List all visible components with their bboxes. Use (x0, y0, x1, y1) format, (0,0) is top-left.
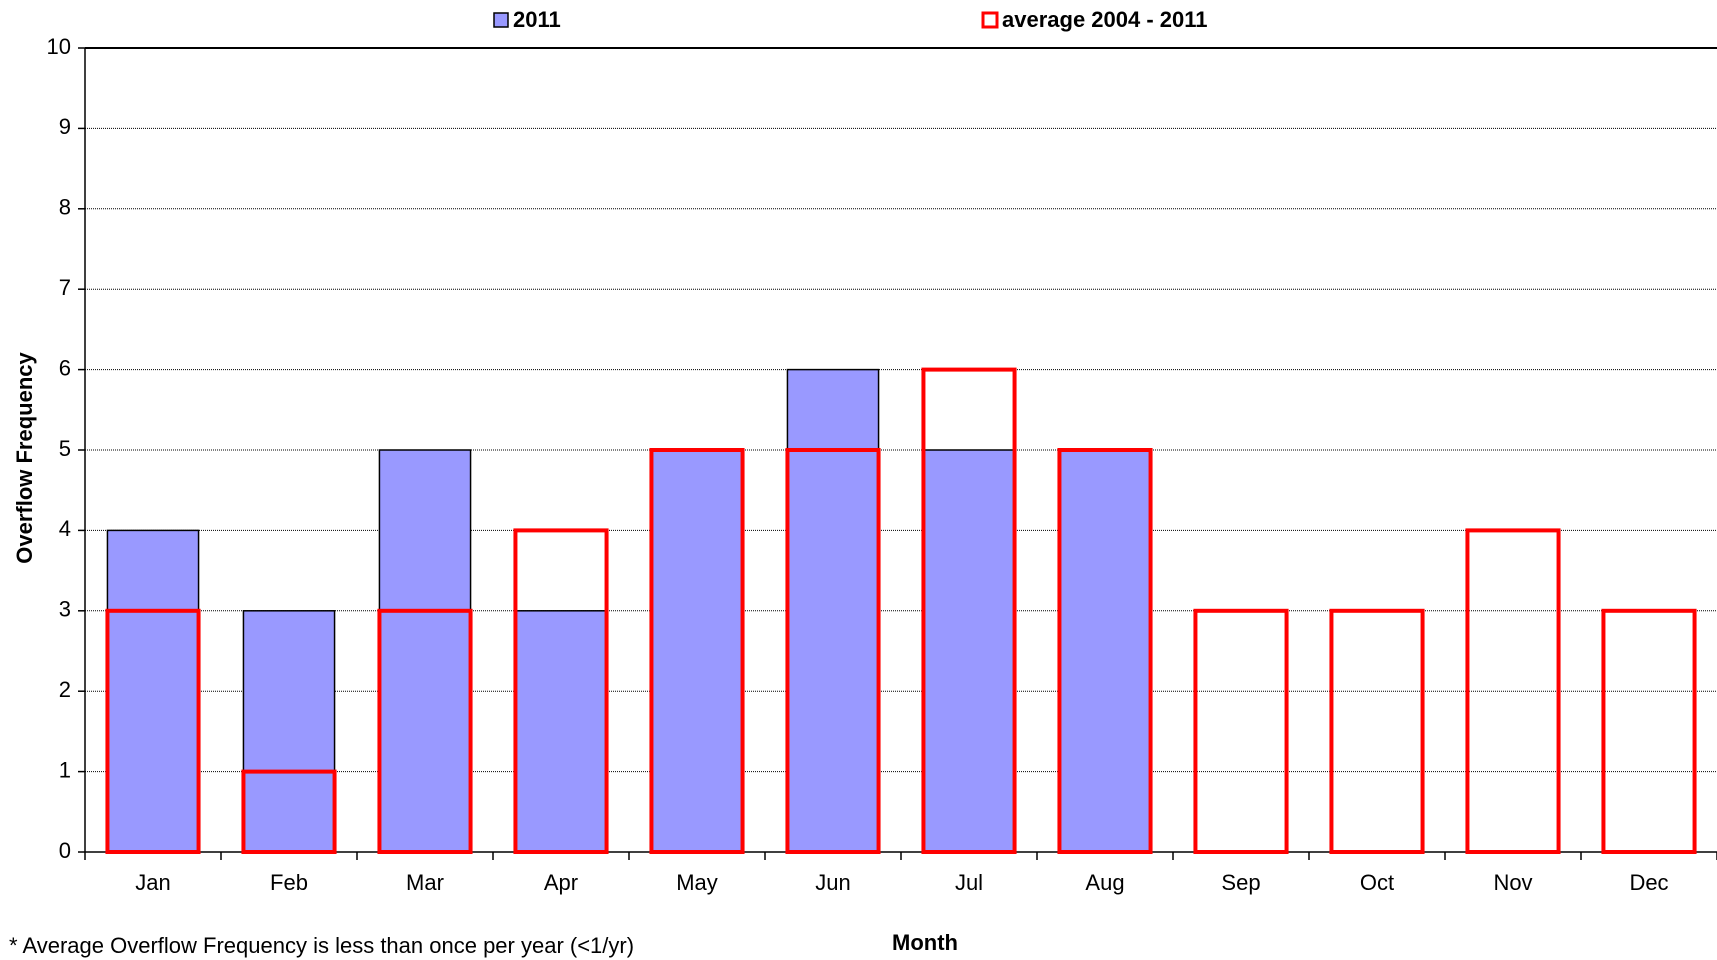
x-tick-label: Jul (955, 870, 983, 895)
y-tick-label: 2 (59, 677, 71, 702)
y-tick-label: 9 (59, 114, 71, 139)
bar (377, 608, 473, 854)
bar (785, 448, 881, 854)
x-tick-label: Nov (1493, 870, 1532, 895)
x-tick-label: Sep (1221, 870, 1260, 895)
footnote: * Average Overflow Frequency is less tha… (9, 933, 634, 958)
bar (106, 529, 200, 853)
y-tick-label: 8 (59, 195, 71, 220)
x-tick-label: Apr (544, 870, 578, 895)
legend-label: average 2004 - 2011 (1002, 7, 1208, 32)
bar (650, 449, 744, 853)
bar (1057, 448, 1153, 854)
x-tick-label: Aug (1085, 870, 1124, 895)
bar (786, 368, 880, 853)
bar (105, 608, 201, 854)
bar (1601, 608, 1697, 854)
x-tick-label: Mar (406, 870, 444, 895)
bar (1193, 608, 1289, 854)
bar (514, 610, 608, 853)
y-tick-label: 6 (59, 355, 71, 380)
x-tick-label: May (676, 870, 718, 895)
bar (378, 449, 472, 853)
y-tick-label: 0 (59, 838, 71, 863)
x-axis-title: Month (892, 930, 958, 955)
x-tick-label: Jan (135, 870, 170, 895)
legend-swatch (493, 12, 509, 28)
bar (242, 610, 336, 853)
bar (649, 448, 745, 854)
bar (921, 367, 1017, 854)
y-tick-label: 5 (59, 436, 71, 461)
y-tick-label: 10 (47, 34, 71, 59)
y-tick-label: 3 (59, 597, 71, 622)
bar (922, 449, 1016, 853)
y-axis-title: Overflow Frequency (12, 351, 37, 563)
bar (1329, 608, 1425, 854)
y-tick-label: 7 (59, 275, 71, 300)
bar (1465, 528, 1561, 855)
x-tick-label: Oct (1360, 870, 1394, 895)
y-tick-label: 4 (59, 516, 71, 541)
bar (1058, 449, 1152, 853)
x-tick-label: Jun (815, 870, 850, 895)
bar (241, 769, 337, 854)
y-tick-label: 1 (59, 757, 71, 782)
legend-label: 2011 (513, 7, 561, 32)
bar (513, 528, 609, 855)
x-tick-label: Dec (1629, 870, 1668, 895)
legend-swatch (981, 11, 999, 29)
x-tick-label: Feb (270, 870, 308, 895)
